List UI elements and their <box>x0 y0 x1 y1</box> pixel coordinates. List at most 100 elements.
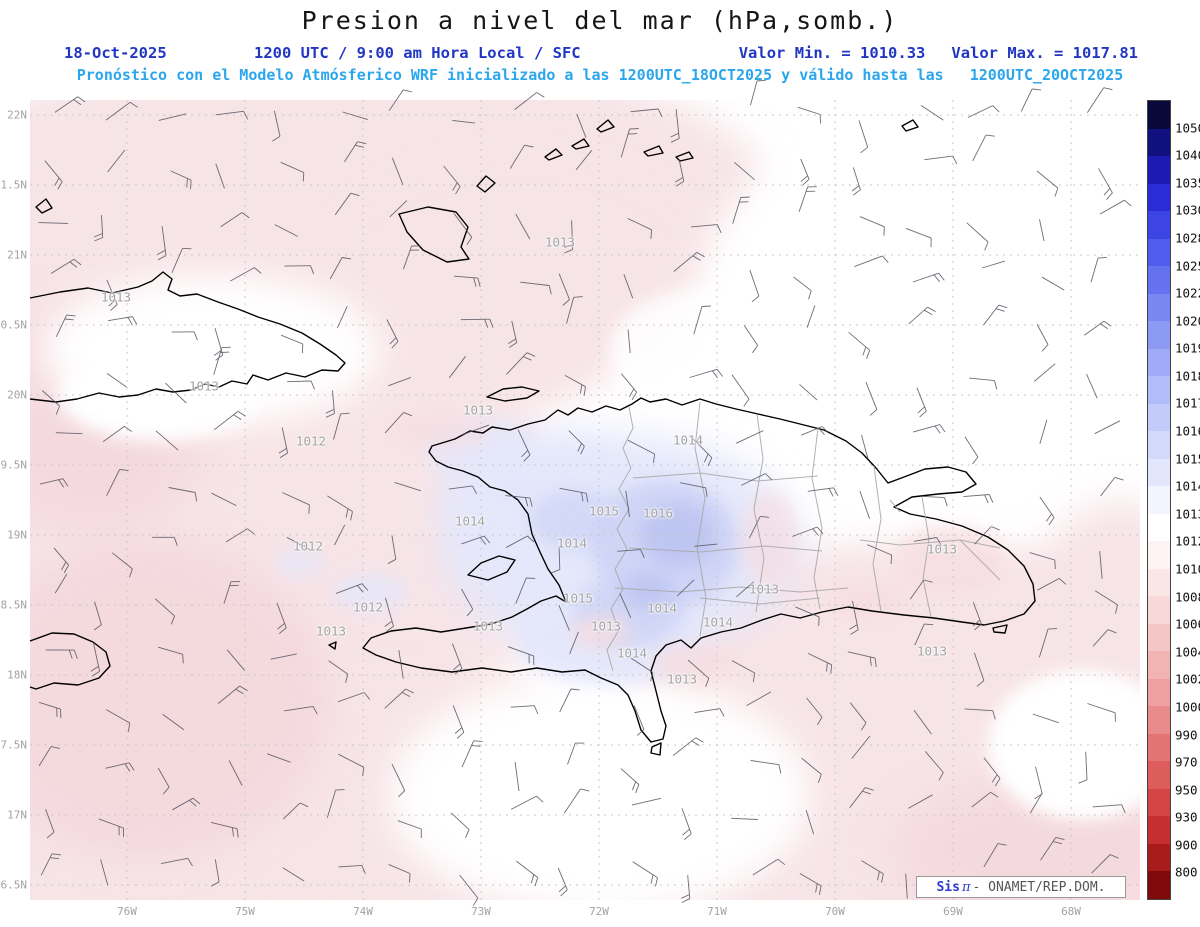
wind-barb-shaft <box>861 434 869 459</box>
wind-barb-tick <box>1115 604 1118 614</box>
wind-barb-shaft <box>286 536 311 551</box>
wind-barb-tick <box>384 620 393 627</box>
contour-label: 1013 <box>315 623 347 639</box>
wind-barb-tick <box>777 858 786 866</box>
wind-barb-shaft <box>1039 496 1055 518</box>
wind-barb-shaft <box>731 660 755 674</box>
contour-label: 1014 <box>556 535 588 551</box>
colorbar-cell <box>1148 183 1170 212</box>
wind-barb-shaft <box>55 432 83 435</box>
wind-barb-tick <box>705 678 710 687</box>
wind-barb-tick <box>345 673 349 683</box>
wind-barb-tick <box>193 331 198 341</box>
wind-barb-tick <box>711 370 718 379</box>
wind-barb-tick <box>650 874 654 884</box>
wind-barb-tick <box>866 350 871 359</box>
wind-barb-shaft <box>806 697 823 718</box>
wind-barb-tick <box>1078 779 1088 784</box>
wind-barb-tick <box>564 249 573 254</box>
colorbar-cell <box>1148 403 1170 432</box>
colorbar-cell <box>1148 843 1170 872</box>
wind-barb-shaft <box>211 492 237 507</box>
wind-barb-tick <box>389 337 397 345</box>
wind-barb-shaft <box>112 552 133 570</box>
wind-barb-tick <box>526 352 536 357</box>
colorbar-cell <box>1148 101 1170 129</box>
wind-barb-tick <box>50 857 60 860</box>
wind-barb-shaft <box>1034 363 1056 382</box>
colorbar-cell <box>1148 128 1170 157</box>
wind-barb-tick <box>477 277 481 287</box>
wind-barb-tick <box>302 172 305 182</box>
wind-barb-shaft <box>106 373 127 388</box>
wind-barb-shaft <box>793 276 812 292</box>
wind-barb-tick <box>705 487 708 497</box>
wind-barb-shaft <box>282 492 310 506</box>
wind-barb-shaft <box>750 760 780 766</box>
wind-barb-shaft <box>328 660 349 675</box>
wind-barb-shaft <box>633 705 645 730</box>
wind-barb-tick <box>936 537 942 546</box>
contour-label: 1012 <box>292 538 324 554</box>
wind-barb-tick <box>882 255 889 263</box>
wind-barb-tick <box>939 424 946 433</box>
wind-barb-shaft <box>54 573 68 594</box>
wind-barb-shaft <box>559 688 572 713</box>
lat-tick-label: 7.5N <box>0 738 28 752</box>
wind-barb-shaft <box>567 742 576 765</box>
wind-barb-tick <box>213 349 222 356</box>
wind-barb-shaft <box>509 144 525 169</box>
lat-tick-label: 0.5N <box>0 318 28 332</box>
wind-barb-tick <box>833 487 839 497</box>
wind-barbs <box>38 79 1132 907</box>
wind-barb-shaft <box>94 601 102 625</box>
wind-barb-tick <box>454 727 463 734</box>
wind-barb-tick <box>363 692 371 700</box>
wind-barb-tick <box>991 526 1000 531</box>
contour-label: 1013 <box>544 234 576 250</box>
wind-barb-tick <box>640 549 645 559</box>
contour-label: 1014 <box>646 600 678 616</box>
wind-barb-tick <box>696 252 705 258</box>
wind-barb-tick <box>751 295 760 303</box>
wind-barb-tick <box>924 623 934 626</box>
wind-barb-shaft <box>273 110 281 137</box>
wind-barb-tick <box>62 478 69 487</box>
colorbar-value: 970 <box>1175 754 1198 770</box>
wind-barb-shaft <box>450 812 470 830</box>
wind-barb-tick <box>743 398 750 407</box>
wind-barb-tick <box>830 664 833 674</box>
contour-label: 1013 <box>666 671 698 687</box>
wind-barb-tick <box>127 317 133 326</box>
wind-barb-shaft <box>1036 170 1059 189</box>
colorbar-cell <box>1148 623 1170 652</box>
wind-barb-shaft <box>627 218 652 231</box>
wind-barb-tick <box>862 346 867 356</box>
wind-barb-tick <box>536 92 545 98</box>
wind-barb-shaft <box>391 157 404 186</box>
wind-barb-tick <box>701 305 711 307</box>
forecast-date: 18-Oct-2025 <box>64 44 167 62</box>
island-turks-1 <box>643 145 664 157</box>
wind-barb-tick <box>385 626 394 632</box>
wind-barb-shaft <box>452 119 476 124</box>
colorbar-value: 1050 <box>1175 120 1200 136</box>
wind-barb-tick <box>890 554 893 565</box>
colorbar-cell <box>1148 321 1170 349</box>
wind-barb-tick <box>119 469 129 471</box>
wind-barb-tick <box>992 710 996 720</box>
wind-barb-tick <box>129 568 133 578</box>
wind-barb-tick <box>1058 578 1067 585</box>
contour-label: 1013 <box>926 541 958 557</box>
wind-barb-tick <box>992 105 1000 113</box>
wind-barb-shaft <box>905 227 932 239</box>
wind-barb-shaft <box>972 134 987 162</box>
wind-barb-shaft <box>971 791 991 808</box>
wind-barb-tick <box>403 89 413 93</box>
colorbar-value: 1035 <box>1175 175 1200 191</box>
colorbar-value: 1030 <box>1175 202 1200 218</box>
wind-barb-tick <box>51 853 62 856</box>
wind-barb-tick <box>342 257 352 260</box>
wind-barb-shaft <box>267 753 291 763</box>
wind-barb-shaft <box>326 789 337 818</box>
